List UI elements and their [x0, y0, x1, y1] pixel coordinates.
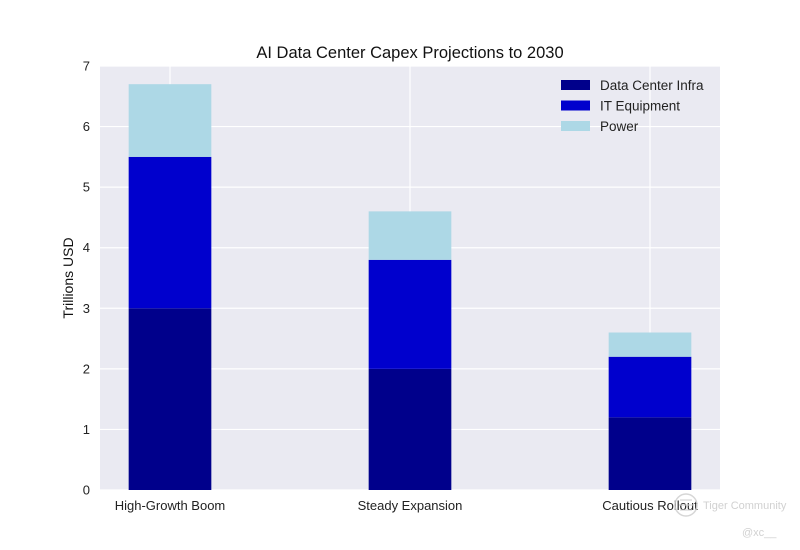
- bar-it-equipment-1: [128, 156, 212, 309]
- y-tick-label: 6: [83, 119, 90, 134]
- watermark-brand: Tiger Community: [703, 500, 787, 512]
- bar-power-3: [608, 332, 692, 357]
- bar-data-center-infra-2: [368, 368, 452, 490]
- legend-swatch: [561, 100, 590, 111]
- y-tick-label: 2: [83, 361, 90, 376]
- y-tick-label: 5: [83, 180, 90, 195]
- bars: [128, 84, 692, 490]
- watermark-handle: @xc__: [742, 527, 777, 539]
- chart-title: AI Data Center Capex Projections to 2030: [256, 44, 563, 62]
- tiger-logo-stripe: [679, 499, 693, 511]
- y-tick-label: 0: [83, 483, 90, 498]
- legend: Data Center Infra IT Equipment Power: [561, 78, 704, 134]
- x-tick-label: Steady Expansion: [358, 498, 463, 513]
- y-tick-label: 1: [83, 422, 90, 437]
- bar-it-equipment-2: [368, 259, 452, 369]
- bar-data-center-infra-1: [128, 308, 212, 490]
- bar-power-1: [128, 84, 212, 157]
- bar-power-2: [368, 211, 452, 260]
- legend-label: Data Center Infra: [600, 78, 704, 93]
- legend-label: Power: [600, 119, 639, 134]
- y-tick-label: 4: [83, 240, 90, 255]
- watermark: Tiger Community @xc__: [674, 493, 787, 539]
- legend-swatch: [561, 80, 590, 90]
- bar-data-center-infra-3: [608, 417, 692, 490]
- tiger-logo-icon: [674, 493, 698, 517]
- y-tick-label: 3: [83, 301, 90, 316]
- x-tick-label: Cautious Rollout: [602, 498, 698, 513]
- x-tick-label: High-Growth Boom: [115, 498, 226, 513]
- y-tick-labels: 0 1 2 3 4 5 6 7: [83, 59, 90, 498]
- x-tick-labels: High-Growth Boom Steady Expansion Cautious…: [115, 498, 698, 513]
- y-tick-label: 7: [83, 59, 90, 74]
- legend-label: IT Equipment: [600, 99, 680, 114]
- y-axis-label: Trillions USD: [60, 237, 76, 318]
- legend-swatch: [561, 121, 590, 131]
- bar-it-equipment-3: [608, 356, 692, 418]
